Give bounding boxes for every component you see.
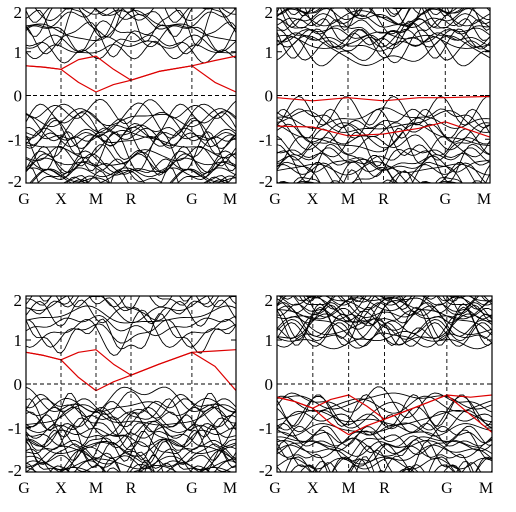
kpoint-label: X <box>55 480 67 497</box>
band-panel-bottom-right: 210-1-2G X M R G M <box>259 273 493 497</box>
kpoint-label: M <box>479 480 493 497</box>
conduction-band-line <box>26 278 236 296</box>
kpoint-label: G <box>269 191 281 208</box>
conduction-band-line <box>26 296 236 310</box>
y-tick-label: 2 <box>14 3 23 22</box>
highlight-band-line <box>277 394 492 436</box>
y-tick-label: 2 <box>265 3 274 22</box>
kpoint-label: G <box>441 480 453 497</box>
conduction-band-line <box>303 296 460 303</box>
valence-band-line <box>301 181 459 183</box>
valence-band-line <box>277 430 492 455</box>
kpoint-label: G <box>18 191 30 208</box>
valence-band-line <box>26 123 236 147</box>
valence-band-line <box>59 459 231 472</box>
conduction-band-line <box>26 0 236 5</box>
kpoint-label: M <box>477 191 491 208</box>
kpoint-label: X <box>55 191 67 208</box>
conduction-band-line <box>26 8 236 47</box>
conduction-band-line <box>277 273 492 292</box>
kpoint-label: G <box>269 480 281 497</box>
conduction-band-line <box>277 306 492 347</box>
kpoint-label: R <box>126 191 137 208</box>
y-tick-label: -1 <box>8 419 22 438</box>
kpoint-label: M <box>89 191 103 208</box>
kpoint-label: X <box>307 191 319 208</box>
conduction-band-line <box>26 34 236 64</box>
conduction-band-line <box>26 296 220 308</box>
y-tick-label: 2 <box>265 291 274 310</box>
y-tick-label: 1 <box>265 43 274 62</box>
kpoint-label: M <box>223 480 237 497</box>
kpoint-label: R <box>126 480 137 497</box>
kpoint-label: G <box>18 480 30 497</box>
kpoint-label: R <box>379 480 390 497</box>
y-tick-label: -2 <box>8 461 22 480</box>
kpoint-label: M <box>89 480 103 497</box>
valence-band-line <box>26 412 236 438</box>
y-tick-label: 1 <box>14 43 23 62</box>
valence-band-line <box>26 397 236 416</box>
y-tick-label: 0 <box>265 375 274 394</box>
conduction-band-line <box>350 8 407 9</box>
y-tick-label: 0 <box>14 87 23 106</box>
kpoint-label: R <box>378 191 389 208</box>
kpoint-label: G <box>186 191 198 208</box>
kpoint-label: M <box>223 191 237 208</box>
kpoint-label: M <box>341 191 355 208</box>
valence-band-line <box>329 179 484 183</box>
valence-band-line <box>26 440 236 472</box>
conduction-band-line <box>39 296 211 302</box>
kpoint-label: M <box>342 480 356 497</box>
y-tick-label: -2 <box>8 172 22 191</box>
y-tick-label: 0 <box>14 375 23 394</box>
y-tick-label: -2 <box>259 172 273 191</box>
conduction-band-line <box>26 0 236 5</box>
kpoint-label: X <box>307 480 319 497</box>
valence-band-line <box>277 440 492 458</box>
y-tick-label: -2 <box>259 461 273 480</box>
highlight-band-line <box>26 351 236 392</box>
conduction-band-line <box>292 296 480 316</box>
y-tick-label: -1 <box>259 130 273 149</box>
valence-band-line <box>26 454 236 472</box>
kpoint-label: G <box>186 480 198 497</box>
valence-band-line <box>26 130 236 159</box>
y-tick-label: 1 <box>265 331 274 350</box>
y-tick-label: -1 <box>8 130 22 149</box>
band-panel-top-left: 210-1-2G X M R G M <box>8 0 237 208</box>
valence-band-line <box>30 168 236 183</box>
y-tick-label: 0 <box>265 87 274 106</box>
kpoint-label: G <box>439 191 451 208</box>
y-tick-label: -1 <box>259 419 273 438</box>
band-panel-top-right: 210-1-2G X M R G M <box>259 3 491 208</box>
y-tick-label: 1 <box>14 331 23 350</box>
band-panel-bottom-left: 210-1-2G X M R G M <box>8 278 237 497</box>
y-tick-label: 2 <box>14 291 23 310</box>
highlight-band-line <box>26 65 236 93</box>
